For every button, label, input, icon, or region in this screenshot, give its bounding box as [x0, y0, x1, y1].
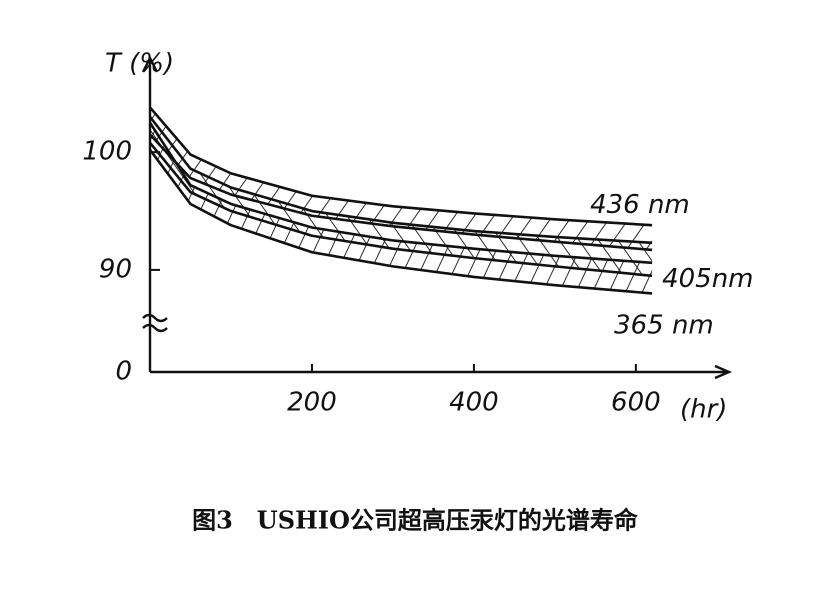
- y-tick-label: 0: [115, 357, 132, 387]
- x-tick-label: 600: [611, 388, 661, 418]
- y-axis-label: T (%): [105, 49, 174, 79]
- band-edge: [148, 116, 653, 245]
- axis-break: [142, 313, 168, 323]
- x-tick-label: 400: [449, 388, 499, 418]
- band-fill: [150, 122, 653, 294]
- series-label: 365 nm: [614, 311, 714, 341]
- band-edge: [149, 106, 653, 227]
- caption: 图3 USHIO公司超高压汞灯的光谱寿命: [192, 506, 639, 535]
- y-tick-label: 90: [99, 254, 132, 284]
- band-fill: [150, 107, 653, 250]
- series-label: 436 nm: [590, 190, 690, 220]
- series-label: 405nm: [662, 264, 753, 294]
- x-tick-label: 200: [287, 388, 337, 418]
- y-tick-label: 100: [82, 137, 132, 167]
- band-edge: [148, 122, 653, 265]
- band-edge: [148, 149, 653, 295]
- axis-break: [142, 323, 168, 333]
- x-axis-label: (hr): [680, 395, 727, 425]
- x-axis: [150, 364, 733, 380]
